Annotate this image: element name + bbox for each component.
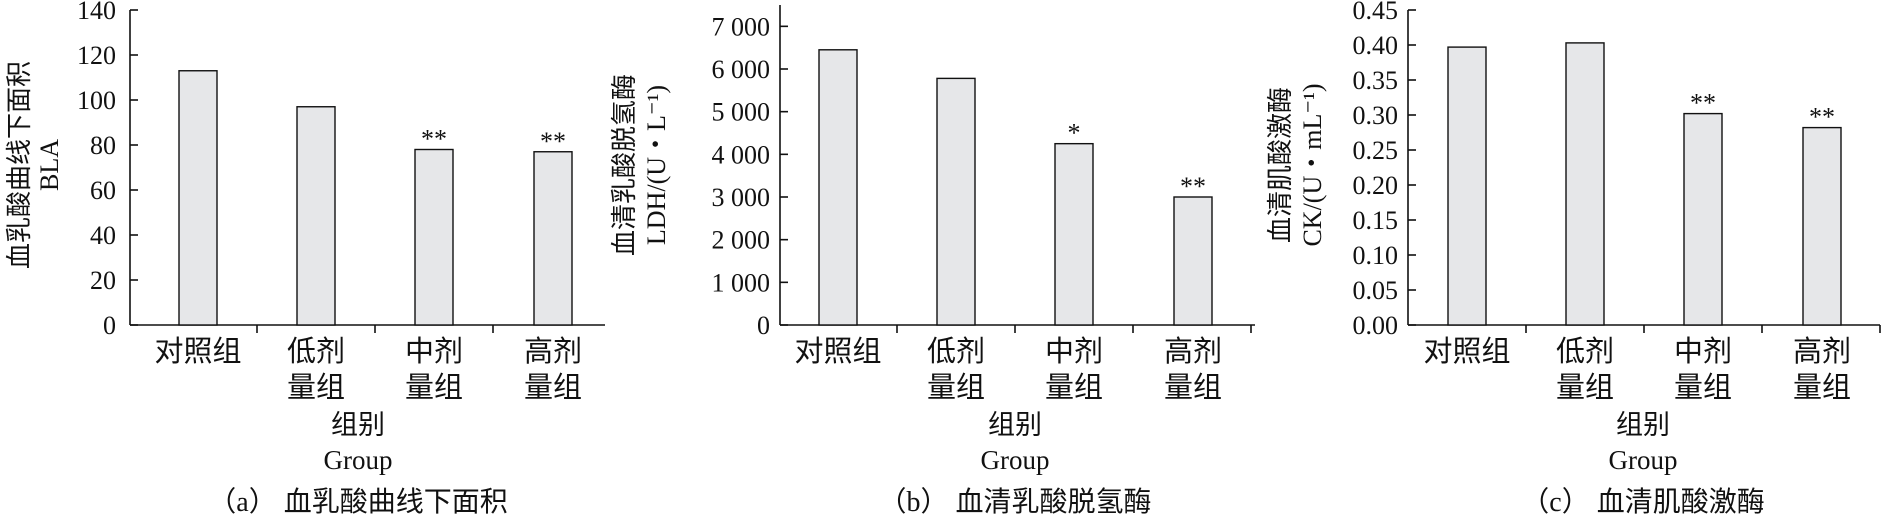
y-tick-label: 0.35 (1353, 66, 1399, 95)
y-tick-label: 0.15 (1353, 206, 1399, 235)
category-label: 量组 (405, 371, 463, 404)
bar-2 (1565, 42, 1605, 326)
category-label: 量组 (927, 371, 985, 404)
category-label: 量组 (524, 371, 582, 404)
panel-caption: （b） 血清乳酸脱氢酶 (878, 486, 1151, 518)
y-tick-label: 2 000 (712, 226, 771, 255)
y-tick-label: 120 (77, 41, 116, 70)
category-label: 量组 (1674, 371, 1732, 404)
bar-2 (296, 106, 336, 326)
category-label: 量组 (1164, 371, 1222, 404)
y-tick-label: 1 000 (712, 268, 771, 297)
y-tick-label: 0.45 (1353, 0, 1399, 25)
y-tick-label: 0.25 (1353, 136, 1399, 165)
y-tick-label: 80 (90, 131, 116, 160)
y-tick-label: 0.10 (1353, 241, 1399, 270)
y-tick-label: 7 000 (712, 12, 771, 41)
y-tick-label: 0.40 (1353, 31, 1399, 60)
category-label: 量组 (1556, 371, 1614, 404)
y-tick-label: 60 (90, 176, 116, 205)
y-axis-label: BLA (35, 139, 64, 191)
y-tick-label: 0 (103, 311, 116, 340)
significance-mark: * (1068, 119, 1081, 148)
y-tick-label: 0.30 (1353, 101, 1399, 130)
significance-mark: ** (421, 125, 447, 154)
y-tick-label: 0.20 (1353, 171, 1399, 200)
category-label: 中剂 (405, 335, 463, 368)
category-label: 低剂 (287, 335, 345, 368)
category-label: 对照组 (794, 335, 881, 368)
category-label: 高剂 (1793, 335, 1851, 368)
y-tick-label: 140 (77, 0, 116, 25)
category-label: 量组 (1045, 371, 1103, 404)
y-tick-label: 0.00 (1353, 311, 1399, 340)
y-tick-label: 6 000 (712, 55, 771, 84)
bar-4 (1173, 196, 1213, 326)
y-tick-label: 100 (77, 86, 116, 115)
x-axis-label: Group (981, 445, 1050, 475)
chart-panel-3: 0.00 0.05 0.10 0.15 0.20 0.25 0.30 0.35 0.40 0.45… (1266, 0, 1881, 518)
panel-caption: （a） 血乳酸曲线下面积 (208, 486, 507, 518)
y-axis-label: 血清肌酸激酶 (1266, 87, 1295, 243)
x-axis-label: Group (1609, 445, 1678, 475)
y-tick-label: 4 000 (712, 140, 771, 169)
bar-3 (414, 148, 454, 326)
bar-4 (1802, 126, 1842, 326)
category-label: 低剂 (927, 335, 985, 368)
x-axis-label: 组别 (331, 410, 385, 440)
chart-panel-2: 0 1 000 2 000 3 000 4 000 5 000 6 000 7 000 对照组 低… (610, 5, 1255, 518)
category-label: 高剂 (1164, 335, 1222, 368)
y-axis-label: CK/(U・mL⁻¹) (1298, 83, 1327, 246)
x-axis-label: 组别 (988, 410, 1042, 440)
x-axis-label: 组别 (1616, 410, 1670, 440)
category-label: 高剂 (524, 335, 582, 368)
bar-3 (1683, 112, 1723, 326)
category-label: 低剂 (1556, 335, 1614, 368)
bar-3 (1054, 142, 1094, 326)
y-tick-label: 0.05 (1353, 276, 1399, 305)
significance-mark: ** (1809, 103, 1835, 132)
category-label: 对照组 (154, 335, 241, 368)
bar-1 (178, 70, 218, 326)
y-tick-label: 40 (90, 221, 116, 250)
category-label: 中剂 (1674, 335, 1732, 368)
y-tick-label: 0 (757, 311, 770, 340)
y-axis-label: 血清乳酸脱氢酶 (610, 74, 639, 256)
category-label: 量组 (287, 371, 345, 404)
y-tick-label: 5 000 (712, 98, 771, 127)
y-tick-label: 3 000 (712, 183, 771, 212)
x-axis-label: Group (324, 445, 393, 475)
significance-mark: ** (1180, 172, 1206, 201)
category-label: 中剂 (1045, 335, 1103, 368)
significance-mark: ** (1690, 89, 1716, 118)
bar-1 (818, 49, 858, 326)
significance-mark: ** (540, 127, 566, 156)
category-label: 量组 (1793, 371, 1851, 404)
bar-1 (1447, 46, 1487, 326)
y-axis-label: LDH/(U・L⁻¹) (642, 85, 671, 245)
panel-caption: （c） 血清肌酸激酶 (1521, 486, 1764, 518)
y-tick-label: 20 (90, 266, 116, 295)
y-axis-label: 血乳酸曲线下面积 (5, 61, 34, 269)
bar-4 (533, 151, 573, 326)
category-label: 对照组 (1423, 335, 1510, 368)
bar-2 (936, 77, 976, 326)
